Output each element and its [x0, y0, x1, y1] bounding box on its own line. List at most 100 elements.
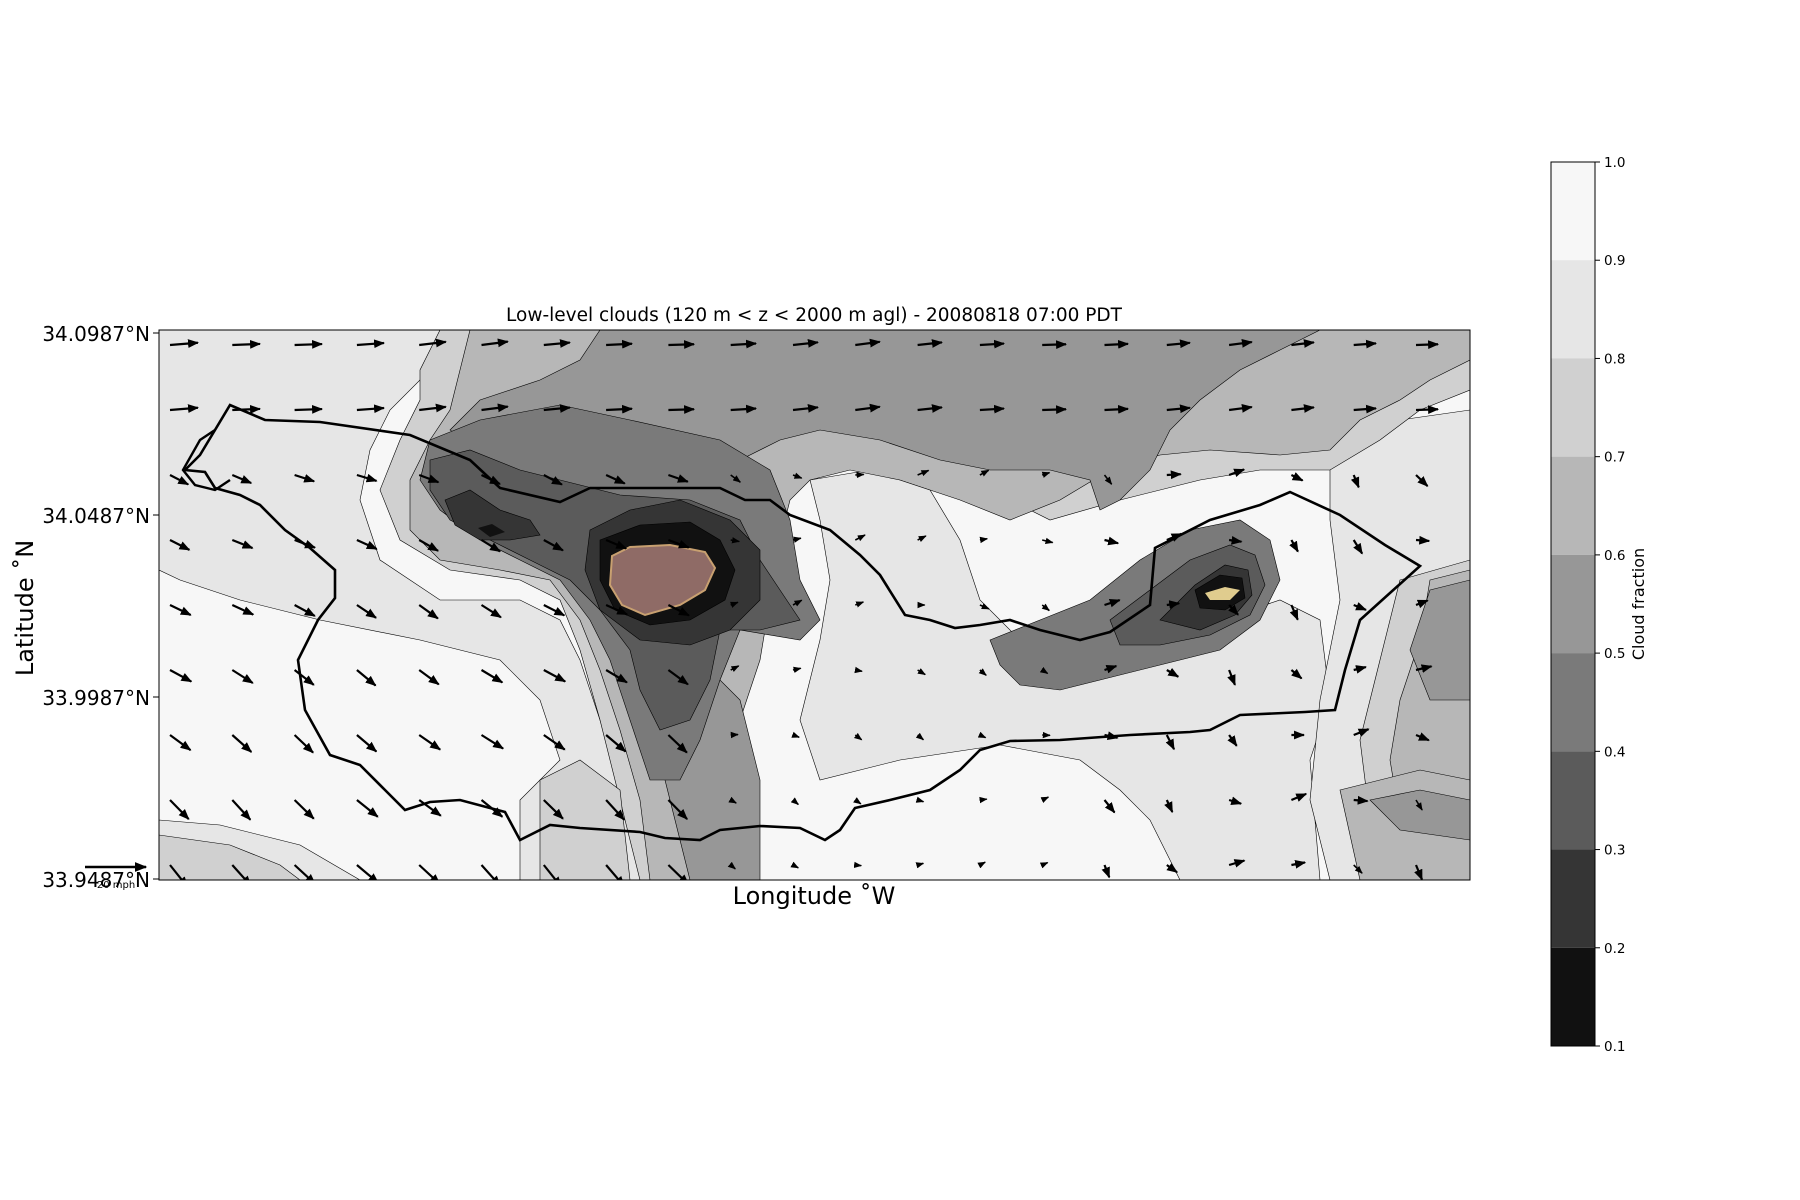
colorbar-frame	[1550, 161, 1596, 1047]
wind-vector	[668, 473, 689, 483]
cloud-fill-0.1-0.2-nw-blob	[478, 524, 505, 537]
wind-vector	[1039, 666, 1049, 675]
wind-vectors	[169, 338, 1440, 880]
wind-vector	[418, 669, 440, 686]
wind-vector	[1166, 470, 1182, 480]
wind-vector	[855, 403, 881, 413]
wind-vector	[232, 339, 262, 349]
wind-vector	[1228, 468, 1246, 478]
wind-vector	[231, 734, 253, 753]
x-axis-label: Longitude ˚W	[733, 882, 896, 910]
wind-vector	[1166, 532, 1183, 542]
wind-vector	[356, 799, 379, 818]
wind-vector	[1228, 859, 1246, 868]
wind-vector	[1042, 340, 1068, 349]
wind-vector	[1164, 799, 1174, 813]
wind-vector	[169, 864, 189, 880]
lat-tick-label: 33.9487°N	[42, 868, 150, 892]
wind-vector	[480, 799, 504, 818]
wind-vector	[294, 404, 324, 414]
wind-vector	[1352, 539, 1364, 555]
colorbar-band	[1551, 653, 1595, 752]
colorbar-tick-label: 0.1	[1604, 1039, 1625, 1055]
wind-vector	[730, 537, 741, 544]
wind-vector	[1104, 536, 1120, 546]
colorbar-tick-label: 0.8	[1604, 351, 1625, 367]
colorbar-tick-label: 0.6	[1604, 548, 1625, 564]
wind-vector	[1104, 664, 1118, 674]
wind-vector	[792, 536, 802, 543]
wind-vector	[1290, 792, 1308, 802]
wind-vector	[1042, 405, 1068, 414]
quiver-key: 20 mph	[85, 862, 148, 891]
wind-vector	[605, 473, 626, 485]
wind-vector	[294, 538, 316, 549]
wind-vector	[728, 796, 737, 804]
wind-vector	[356, 538, 378, 551]
wind-vector	[480, 734, 505, 750]
wind-vector	[977, 731, 987, 739]
cloud-fill-0.5-0.6-southeast	[1369, 789, 1470, 841]
wind-vector	[1104, 598, 1121, 608]
wind-vector	[1104, 731, 1119, 741]
wind-vector	[853, 861, 863, 869]
wind-vector	[1414, 864, 1423, 880]
wind-vector	[917, 668, 926, 676]
wind-vector	[169, 604, 192, 616]
colorbar-band	[1551, 947, 1595, 1046]
wind-vector	[1166, 404, 1191, 414]
wind-vector	[605, 864, 625, 880]
coastline	[182, 403, 1423, 842]
wind-vector	[917, 535, 927, 542]
wind-vector	[853, 732, 863, 741]
wind-vector	[356, 604, 377, 619]
wind-vector	[855, 471, 865, 479]
wind-vector	[855, 338, 881, 348]
wind-vector	[1353, 404, 1378, 414]
wind-vector	[915, 796, 925, 803]
wind-vector	[791, 731, 800, 739]
wind-vector	[667, 734, 688, 754]
wind-vector	[1228, 604, 1239, 616]
wind-vector	[169, 404, 200, 413]
wind-vector	[1104, 339, 1130, 349]
wind-vector	[1415, 664, 1433, 673]
colorbar-band	[1551, 162, 1595, 261]
wind-vector	[231, 669, 254, 684]
wind-vector	[543, 799, 564, 820]
wind-vector	[356, 404, 386, 414]
colorbar: 1.0 0.9 0.8 0.7 0.6 0.5 0.4 0.3 0.2 0.1 Cloud fra…	[1550, 155, 1648, 1055]
wind-vector	[169, 339, 200, 348]
wind-vector	[1104, 404, 1130, 414]
wind-vector	[1290, 472, 1304, 482]
map-title: Low-level clouds (120 m < z < 2000 m agl…	[506, 305, 1123, 326]
wind-vector	[543, 669, 567, 683]
wind-vector	[1101, 864, 1111, 879]
wind-vector	[854, 666, 863, 674]
lat-tick-label: 34.0987°N	[42, 322, 150, 346]
wind-vector	[979, 536, 989, 544]
wind-vector	[418, 864, 441, 880]
wind-vector	[418, 799, 442, 817]
wind-vector	[293, 799, 315, 820]
colorbar-ticks: 1.0 0.9 0.8 0.7 0.6 0.5 0.4 0.3 0.2 0.1	[1595, 155, 1625, 1055]
wind-vector	[418, 473, 440, 484]
wind-vector	[356, 864, 380, 880]
wind-vector	[169, 669, 193, 683]
wind-vector	[792, 339, 819, 348]
wind-vector	[480, 539, 501, 553]
wind-vector	[790, 797, 799, 806]
wind-vector	[1415, 340, 1440, 349]
y-axis-label: Latitude ˚N	[11, 540, 39, 676]
wind-vector	[169, 734, 192, 752]
wind-vector	[481, 338, 509, 348]
wind-vector	[1353, 665, 1367, 674]
wind-vector	[730, 601, 739, 608]
wind-vector	[730, 474, 741, 483]
lat-tick-label: 34.0487°N	[42, 504, 150, 528]
wind-vector	[854, 534, 866, 542]
wind-vector	[1228, 403, 1253, 413]
colorbar-band	[1551, 456, 1595, 555]
colorbar-tick-label: 0.2	[1604, 941, 1625, 957]
wind-vector	[356, 734, 378, 753]
